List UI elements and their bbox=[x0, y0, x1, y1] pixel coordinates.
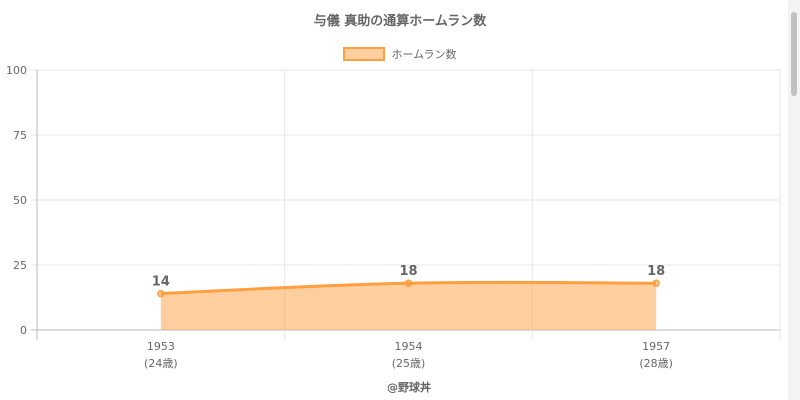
data-point bbox=[157, 289, 165, 298]
y-tick-label: 0 bbox=[20, 324, 27, 337]
source-credit: @野球丼 bbox=[387, 381, 431, 394]
x-tick-label: 1954 bbox=[395, 340, 423, 353]
series-area bbox=[160, 282, 657, 330]
x-tick-sublabel: (28歳) bbox=[639, 357, 673, 370]
x-tick-label: 1953 bbox=[147, 340, 175, 353]
y-tick-label: 25 bbox=[13, 259, 27, 272]
data-point bbox=[404, 279, 413, 287]
y-tick-label: 50 bbox=[13, 194, 27, 207]
scrollbar[interactable] bbox=[788, 0, 800, 400]
legend[interactable]: ホームラン数 bbox=[0, 46, 800, 62]
legend-swatch bbox=[343, 47, 386, 61]
chart-title: 与儀 真助の通算ホームラン数 bbox=[313, 14, 487, 29]
legend-label: ホームラン数 bbox=[391, 48, 457, 61]
scrollbar-thumb[interactable] bbox=[791, 12, 797, 96]
x-tick-label: 1957 bbox=[642, 340, 670, 353]
y-tick-label: 75 bbox=[13, 129, 27, 142]
data-label: 18 bbox=[647, 264, 665, 279]
data-label: 14 bbox=[152, 275, 170, 290]
x-tick-sublabel: (24歳) bbox=[144, 357, 178, 370]
x-tick-sublabel: (25歳) bbox=[392, 357, 426, 370]
data-point bbox=[652, 279, 660, 287]
y-tick-label: 100 bbox=[6, 64, 27, 77]
data-label: 18 bbox=[399, 264, 417, 279]
